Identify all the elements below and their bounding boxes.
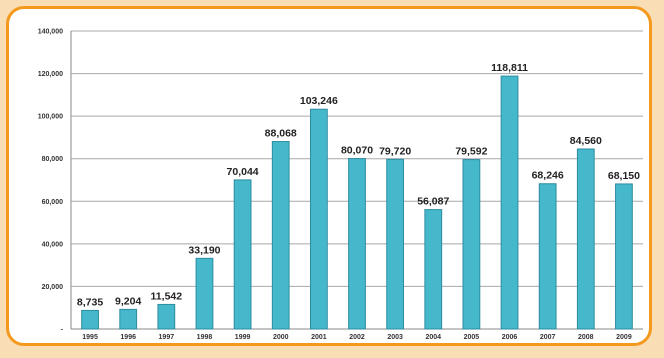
- data-label: 33,190: [188, 244, 220, 256]
- x-tick-label: 2005: [464, 334, 480, 341]
- x-tick-label: 2009: [616, 334, 632, 341]
- x-tick-label: 1995: [82, 334, 98, 341]
- bar: [615, 183, 633, 330]
- bar: [119, 308, 138, 330]
- data-label: 11,542: [151, 290, 183, 302]
- x-tick-label: 2000: [273, 334, 289, 341]
- bar: [81, 309, 99, 330]
- bar: [271, 141, 290, 330]
- data-label: 118,811: [491, 62, 528, 74]
- y-tick-label: 100,000: [38, 114, 63, 121]
- bar: [538, 183, 557, 330]
- data-label: 79,592: [455, 146, 487, 158]
- y-tick-label: 20,000: [42, 284, 64, 291]
- data-label: 79,720: [379, 145, 411, 157]
- x-tick-label: 1997: [159, 334, 175, 341]
- data-label: 80,070: [341, 145, 373, 157]
- x-tick-label: 1998: [197, 334, 213, 341]
- bar: [348, 158, 366, 330]
- bar-chart: - 20,000 40,000 60,000 80,000 100,000 120,000 1…: [38, 29, 643, 341]
- bar: [309, 108, 328, 330]
- y-tick-label: 120,000: [38, 71, 63, 78]
- data-label: 9,204: [115, 295, 141, 307]
- bar: [233, 179, 252, 330]
- bar: [157, 303, 176, 330]
- x-tick-label: 1996: [120, 334, 136, 341]
- data-label: 88,068: [265, 128, 297, 140]
- y-tick-label: 80,000: [42, 156, 64, 163]
- chart-frame: - 20,000 40,000 60,000 80,000 100,000 120,000 1…: [6, 6, 652, 346]
- y-tick-label: 40,000: [42, 241, 64, 248]
- x-tick-label: 2004: [425, 334, 441, 341]
- data-label: 70,044: [227, 166, 259, 178]
- y-tick-label: 140,000: [38, 29, 63, 36]
- x-tick-label: 2001: [311, 334, 327, 341]
- x-tick-label: 2003: [387, 334, 403, 341]
- y-tick-label: -: [61, 327, 64, 334]
- data-label: 8,735: [77, 296, 103, 308]
- y-tick-label: 60,000: [42, 199, 64, 206]
- data-label: 84,560: [570, 135, 602, 147]
- x-tick-label: 2006: [502, 334, 518, 341]
- x-tick-label: 2008: [578, 334, 594, 341]
- data-label: 103,246: [300, 95, 338, 107]
- data-label: 68,246: [532, 170, 564, 182]
- bar: [195, 257, 214, 330]
- bar: [462, 159, 481, 330]
- bar: [500, 75, 519, 330]
- bar: [424, 209, 443, 330]
- data-label: 68,150: [608, 170, 640, 182]
- data-label: 56,087: [417, 196, 449, 208]
- x-tick-label: 1999: [235, 334, 251, 341]
- bar: [386, 158, 405, 330]
- bar: [576, 148, 595, 330]
- x-tick-label: 2002: [349, 334, 365, 341]
- x-tick-label: 2007: [540, 334, 556, 341]
